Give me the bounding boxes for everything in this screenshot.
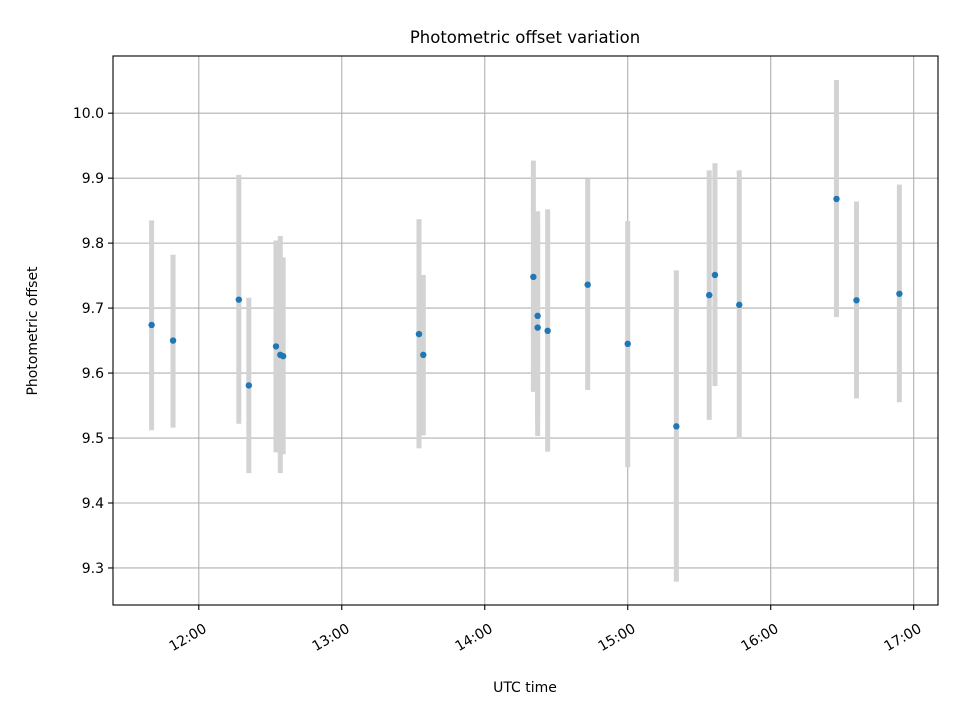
y-tick-label: 9.6 [82,366,104,382]
plot-frame [112,55,939,606]
data-point [544,327,551,335]
data-point [736,301,743,309]
x-axis-label: UTC time [493,680,557,696]
data-point [415,330,423,338]
y-tick-label: 9.3 [82,561,104,577]
data-point [534,312,541,320]
data-point [896,290,903,297]
y-tick-label: 9.8 [82,236,104,252]
data-point [169,337,177,344]
y-tick-label: 10.0 [73,106,104,122]
data-points [148,195,903,430]
data-point [148,321,155,329]
y-tick-label: 9.7 [82,301,104,317]
data-point [706,291,713,299]
data-point [534,324,541,331]
data-point [245,382,253,389]
chart-title: Photometric offset variation [410,28,640,47]
y-tick-label: 9.9 [82,171,104,187]
data-point [530,273,537,281]
data-point [272,343,280,350]
y-tick-label: 9.5 [82,431,104,447]
y-axis: 9.3 9.4 9.5 9.6 9.7 9.8 9.9 10.0 [73,106,113,577]
data-point [235,296,243,303]
y-axis-label: Photometric offset [25,266,41,396]
data-point [833,195,840,203]
data-point [624,340,631,348]
data-point [711,271,719,279]
y-tick-label: 9.4 [82,496,104,512]
data-point [853,297,860,304]
data-point [420,351,427,359]
data-point [584,281,591,288]
data-point [673,423,680,430]
data-point [279,352,287,360]
